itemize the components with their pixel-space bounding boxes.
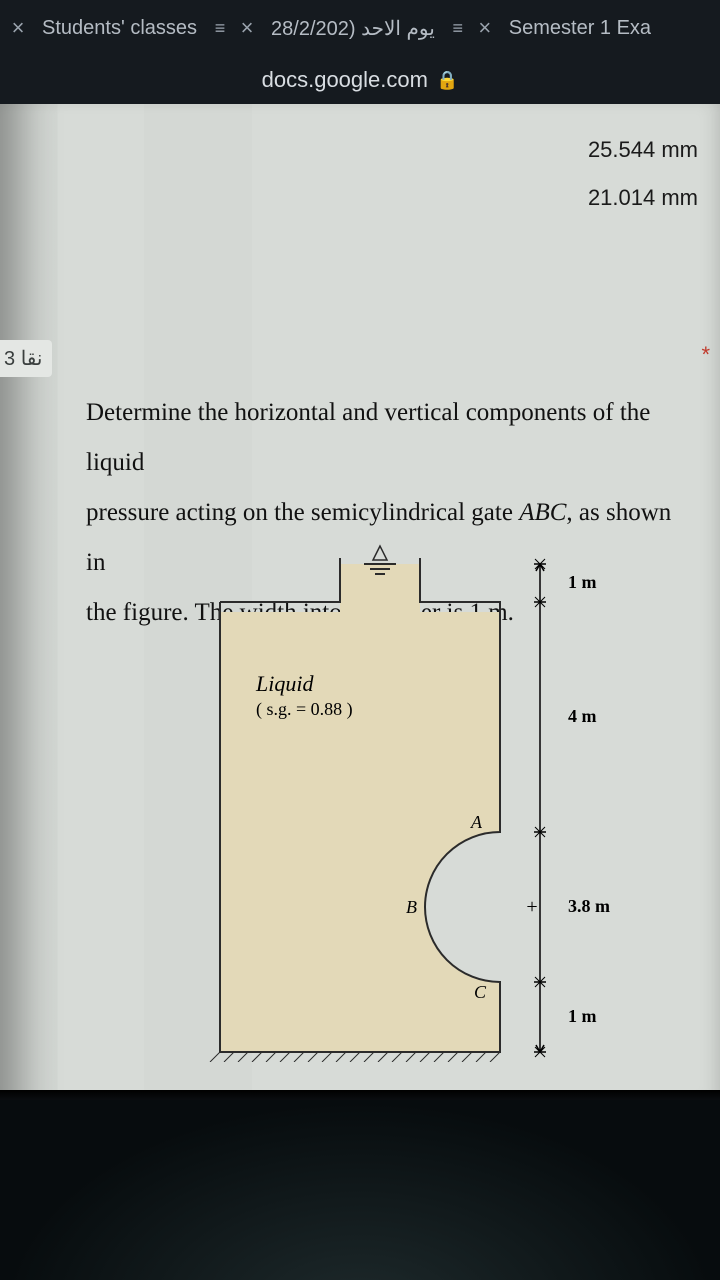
url-text: docs.google.com: [262, 67, 428, 93]
close-icon[interactable]: ×: [235, 15, 259, 41]
menu-icon: ≡: [209, 18, 231, 39]
quiz-page: 25.544 mm 21.014 mm 3 نقا * Determine th…: [0, 104, 720, 1100]
close-icon[interactable]: ×: [473, 15, 497, 41]
svg-text:B: B: [406, 897, 417, 917]
close-icon[interactable]: ×: [6, 15, 30, 41]
question-line: Determine the horizontal and vertical co…: [86, 399, 650, 476]
desk-area: [0, 1100, 720, 1280]
gate-name: ABC: [519, 499, 566, 526]
svg-text:( s.g. = 0.88 ): ( s.g. = 0.88 ): [256, 699, 353, 720]
svg-text:A: A: [470, 812, 483, 832]
lock-icon: 🔒: [436, 70, 458, 91]
answer-option[interactable]: 21.014 mm: [588, 174, 698, 222]
svg-text:C: C: [474, 982, 487, 1002]
required-icon: *: [701, 342, 710, 368]
tab-students[interactable]: Students' classes: [34, 17, 205, 40]
figure: Liquid ( s.g. = 0.88 ) A B C +1 m 4 m 3.8 m 1 m: [200, 542, 640, 1062]
tab-strip: × Students' classes ≡ × يوم الاحد (28/2/…: [0, 0, 720, 56]
svg-text:Liquid: Liquid: [255, 671, 314, 696]
svg-text:3.8 m: 3.8 m: [568, 896, 610, 916]
points-badge: 3 نقا: [0, 340, 52, 377]
svg-text:1 m: 1 m: [568, 572, 597, 592]
svg-text:1 m: 1 m: [568, 1006, 597, 1026]
svg-text:4 m: 4 m: [568, 706, 597, 726]
svg-text:+: +: [526, 896, 537, 918]
figure-svg: Liquid ( s.g. = 0.88 ) A B C +1 m 4 m 3.8 m 1 m: [200, 542, 640, 1062]
answer-option[interactable]: 25.544 mm: [588, 126, 698, 174]
tab-sunday[interactable]: يوم الاحد (28/2/202: [263, 16, 443, 41]
menu-icon: ≡: [447, 18, 469, 39]
tab-semester1[interactable]: Semester 1 Exa: [501, 17, 659, 40]
question-line: pressure acting on the semicylindrical g…: [86, 499, 519, 526]
browser-chrome: × Students' classes ≡ × يوم الاحد (28/2/…: [0, 0, 720, 104]
screen-bezel: [0, 1090, 720, 1100]
answer-options: 25.544 mm 21.014 mm: [588, 126, 698, 223]
address-bar[interactable]: docs.google.com 🔒: [0, 56, 720, 104]
